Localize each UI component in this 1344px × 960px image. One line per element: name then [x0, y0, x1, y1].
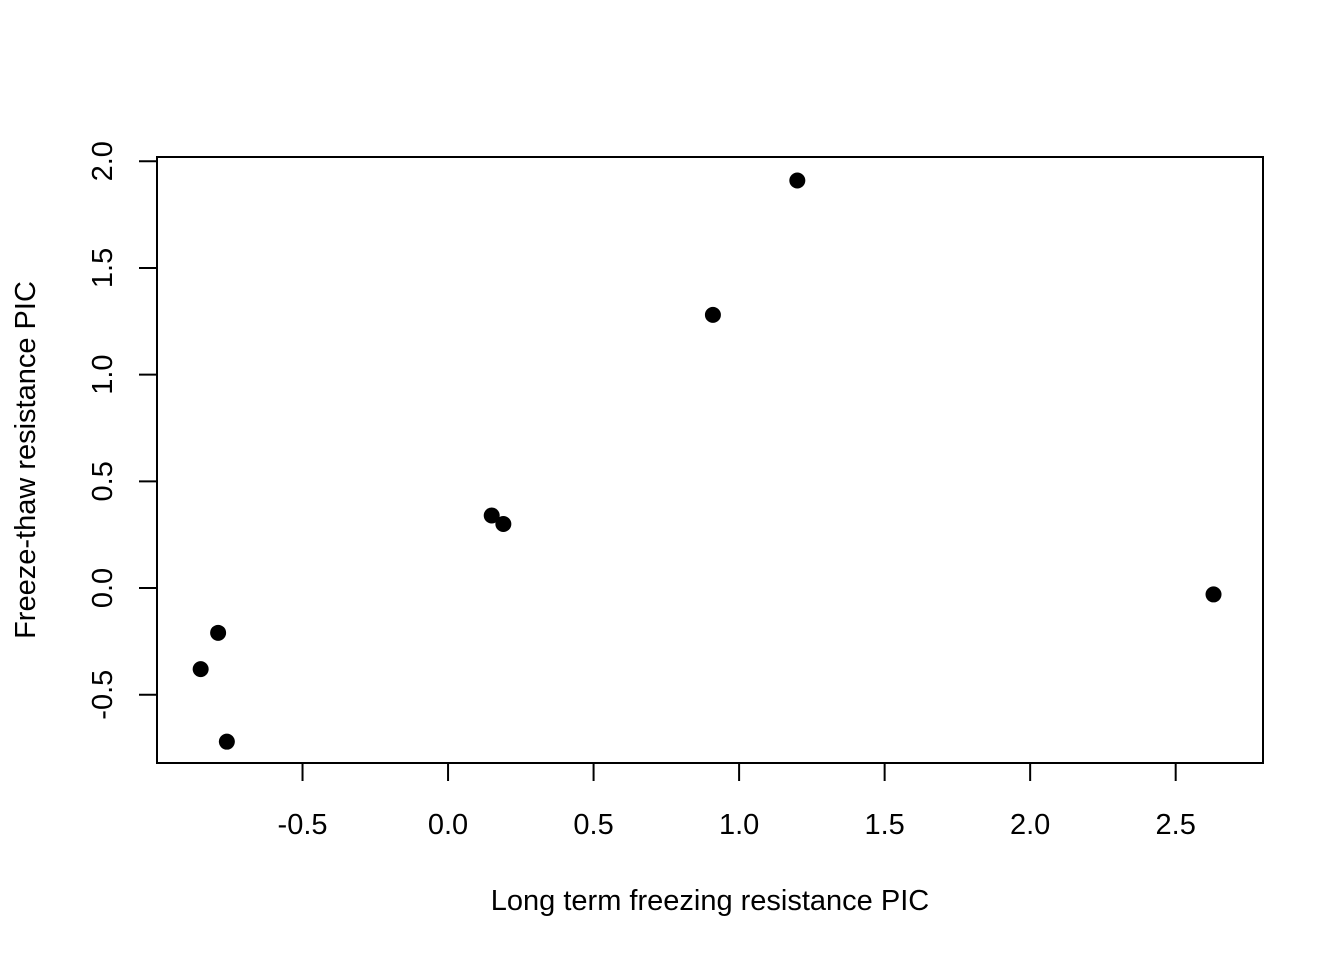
y-tick-label: 1.5	[87, 248, 119, 288]
data-point	[210, 624, 227, 641]
x-tick-label: 1.5	[864, 809, 904, 841]
y-tick-label: 2.0	[87, 141, 119, 181]
x-tick-label: 1.0	[719, 809, 759, 841]
data-point	[495, 516, 512, 533]
data-point	[789, 172, 806, 189]
x-tick-label: 2.0	[1010, 809, 1050, 841]
x-tick-label: 0.0	[428, 809, 468, 841]
data-point	[218, 733, 235, 750]
data-point	[704, 306, 721, 323]
data-point	[192, 661, 209, 678]
x-axis: -0.5 0.0 0.5 1.0 1.5 2.0 2.5	[278, 762, 1196, 841]
y-tick-label: -0.5	[87, 670, 119, 720]
y-tick-label: 0.0	[87, 568, 119, 608]
x-axis-title: Long term freezing resistance PIC	[491, 885, 929, 917]
x-tick-label: 2.5	[1156, 809, 1196, 841]
y-tick-label: 1.0	[87, 354, 119, 394]
data-points	[192, 172, 1222, 750]
data-point	[483, 507, 500, 524]
x-tick-label: -0.5	[278, 809, 328, 841]
data-point	[1205, 586, 1222, 603]
y-axis-title: Freeze-thaw resistance PIC	[10, 281, 42, 639]
y-axis: -0.5 0.0 0.5 1.0 1.5 2.0	[87, 141, 158, 720]
x-tick-label: 0.5	[573, 809, 613, 841]
y-tick-label: 0.5	[87, 461, 119, 501]
plot-frame	[156, 156, 1264, 764]
